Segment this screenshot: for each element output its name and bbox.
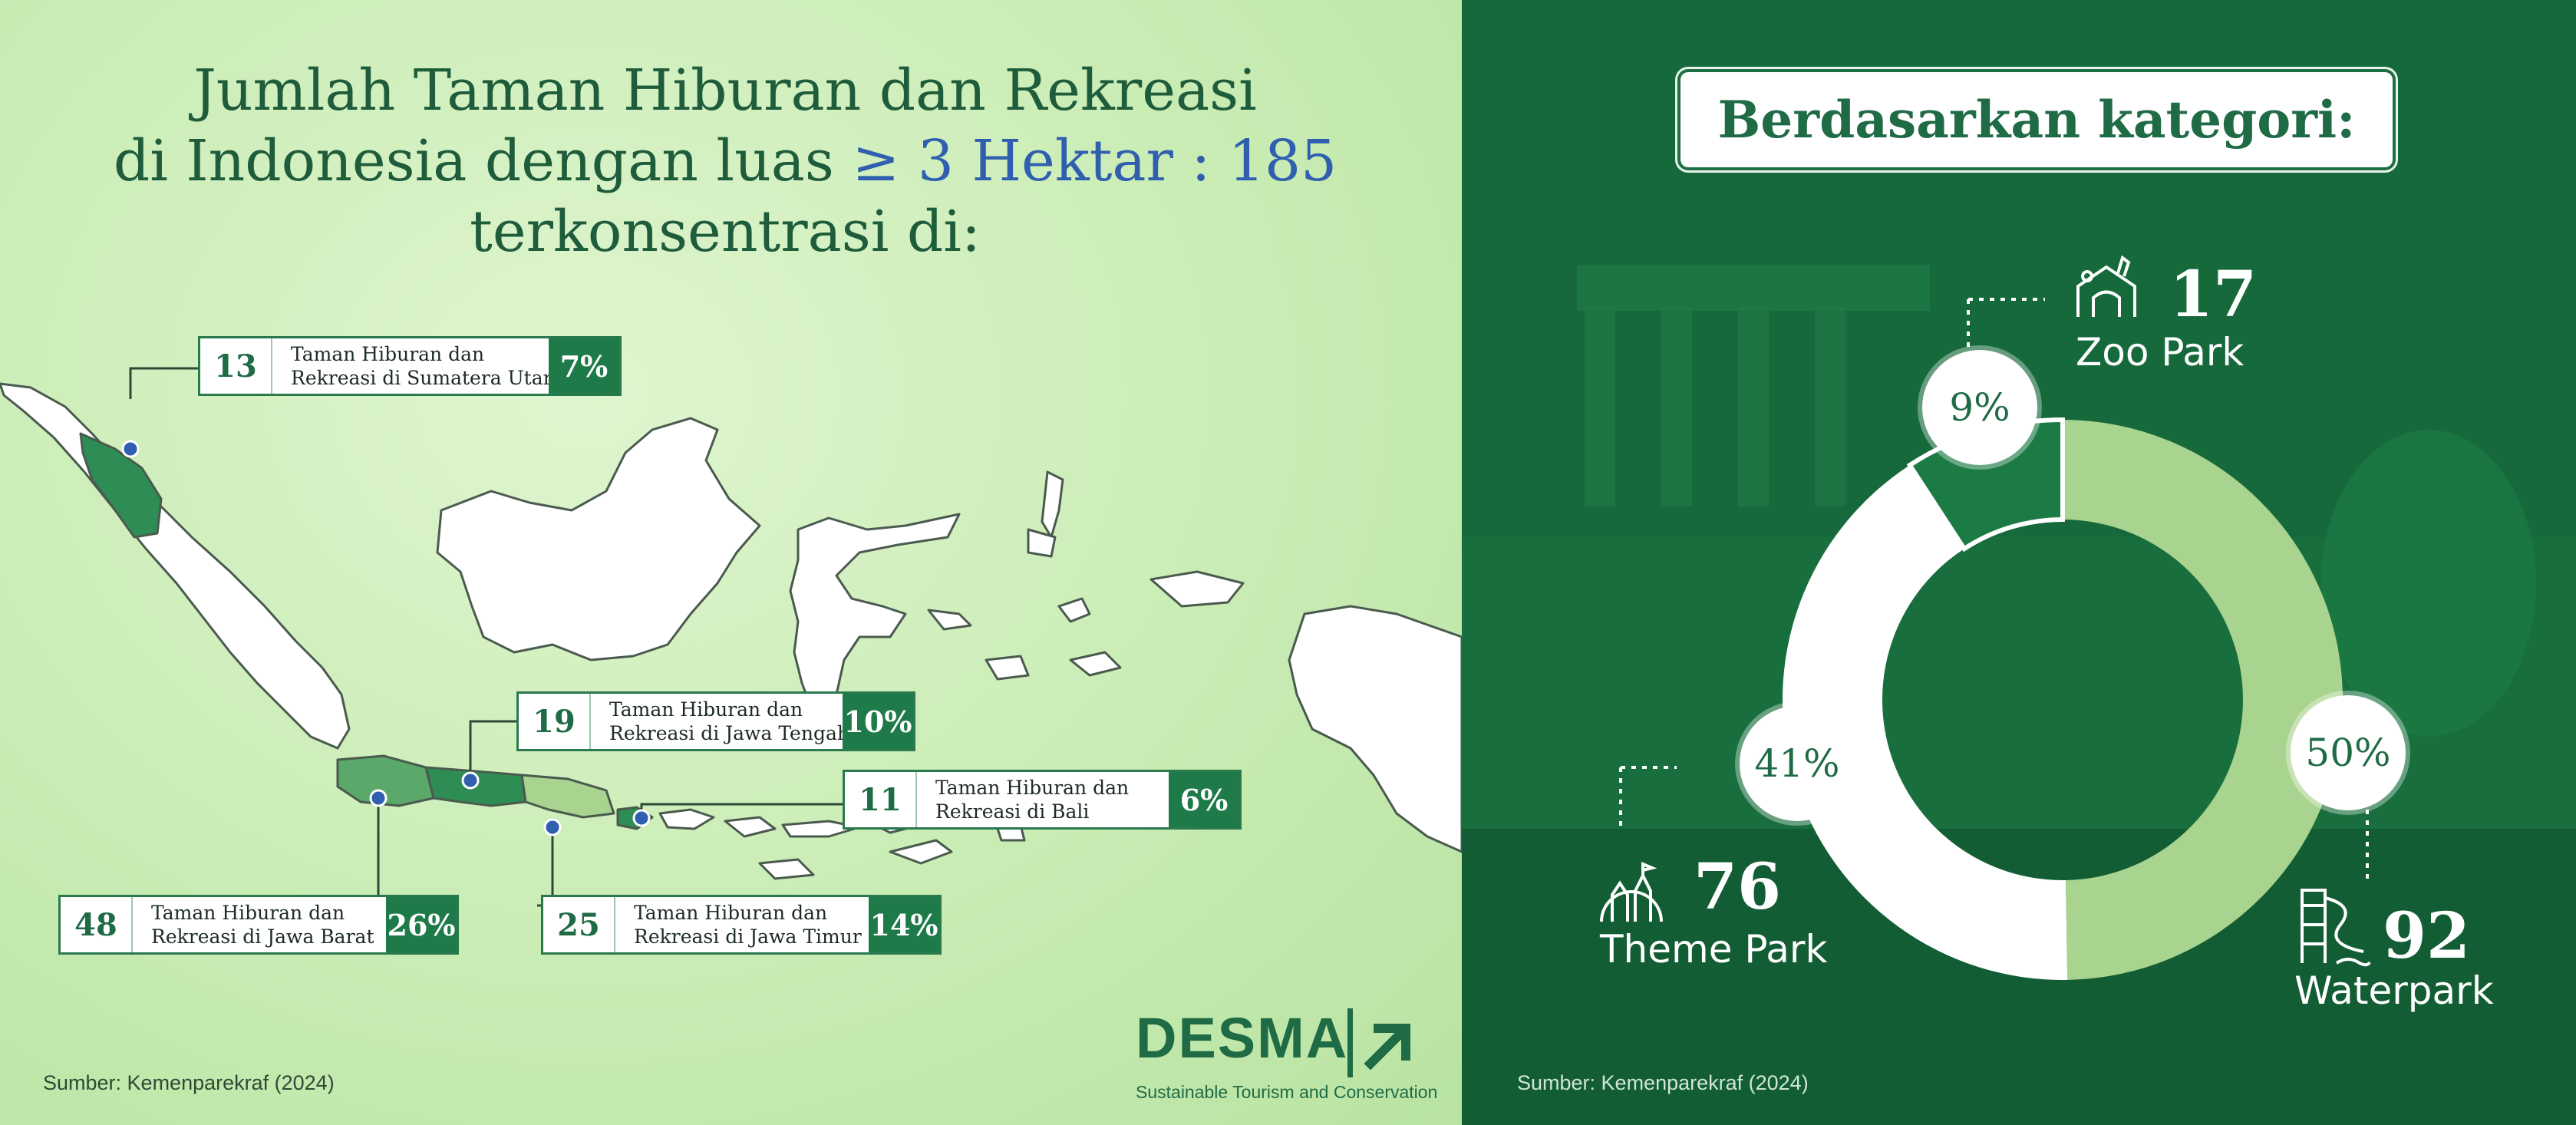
callout-text-line-1: Taman Hiburan dan [634,902,828,924]
callout-count: 11 [845,772,917,827]
logo-wordmark: DESMA [1136,1006,1349,1070]
theme-park-label: Theme Park [1600,927,1828,972]
title-line-2: di Indonesia dengan luas ≥ 3 Hektar : 18… [92,126,1358,196]
callout-text-line-2: Rekreasi di Jawa Tengah [609,722,849,744]
callout-text-line-1: Taman Hiburan dan [935,777,1130,799]
marker-jawa-tengah [461,771,480,790]
indonesia-map [0,367,1462,907]
zoo-icon [2076,255,2136,317]
waterslide-icon [2301,889,2371,967]
callout-text: Taman Hiburan dan Rekreasi di Bali [917,772,1169,827]
callout-text: Taman Hiburan dan Rekreasi di Jawa Timur [615,897,869,952]
callout-bali: 11 Taman Hiburan dan Rekreasi di Bali 6% [843,770,1242,830]
theme-park-percent: 41% [1740,706,1855,821]
callout-percent: 7% [549,338,619,394]
callout-text: Taman Hiburan dan Rekreasi di Sumatera U… [272,338,564,394]
right-panel: Berdasarkan kategori: 17 Zoo Park 76 The… [1462,0,2576,1125]
map-kalimantan [436,417,761,661]
callout-text-line-2: Rekreasi di Jawa Timur [634,925,862,948]
source-note: Sumber: Kemenparekraf (2024) [1517,1071,1809,1094]
callout-text-line-1: Taman Hiburan dan [151,902,345,924]
callout-percent: 26% [386,897,457,952]
left-panel: Jumlah Taman Hiburan dan Rekreasi di Ind… [0,0,1462,1125]
callout-percent: 6% [1169,772,1239,827]
marker-bali [632,809,651,827]
map-java-east [520,774,615,819]
zoo-park-percent: 9% [1922,350,2037,465]
callout-text: Taman Hiburan dan Rekreasi di Jawa Barat [133,897,386,952]
map-north-sumatra [79,432,163,539]
map-papua [1288,605,1462,853]
source-note: Sumber: Kemenparekraf (2024) [43,1071,335,1094]
zoo-park-value: 17 [2169,258,2258,332]
callout-count: 19 [519,694,591,749]
callout-jawa-tengah: 19 Taman Hiburan dan Rekreasi di Jawa Te… [516,691,915,751]
marker-sumatera-utara [121,440,140,458]
callout-text-line-1: Taman Hiburan dan [291,343,485,365]
callout-jawa-barat: 48 Taman Hiburan dan Rekreasi di Jawa Ba… [58,895,459,955]
callout-percent: 10% [843,694,913,749]
theme-park-slice [1783,465,2068,980]
map-sumatra [0,382,351,750]
title-line-3: terkonsentrasi di: [470,199,981,265]
map-java-west [336,754,435,807]
title-highlight: ≥ 3 Hektar [852,128,1173,194]
logo-tagline: Sustainable Tourism and Conservation [1136,1082,1438,1102]
waterpark-value: 92 [2383,899,2471,973]
page-title: Jumlah Taman Hiburan dan Rekreasi di Ind… [92,55,1358,267]
map-sulawesi [789,513,961,715]
waterpark-label: Waterpark [2294,968,2494,1013]
callout-percent: 14% [869,897,939,952]
callout-count: 13 [200,338,272,394]
castle-icon [1600,862,1663,922]
callout-jawa-timur: 25 Taman Hiburan dan Rekreasi di Jawa Ti… [541,895,942,955]
zoo-park-label: Zoo Park [2076,330,2245,374]
arrow-up-right-icon [1347,1008,1410,1077]
callout-text-line-2: Rekreasi di Bali [935,800,1090,823]
callout-text-line-2: Rekreasi di Jawa Barat [151,925,374,948]
title-line-2-text: di Indonesia dengan luas [113,128,834,194]
theme-park-value: 76 [1694,850,1782,924]
callout-sumatera-utara: 13 Taman Hiburan dan Rekreasi di Sumater… [198,336,622,396]
callout-text: Taman Hiburan dan Rekreasi di Jawa Tenga… [591,694,849,749]
callout-count: 48 [61,897,133,952]
waterpark-percent: 50% [2291,695,2406,810]
desma-logo: DESMA Sustainable Tourism and Conservati… [1136,1005,1437,1102]
category-heading: Berdasarkan kategori: [1681,72,2393,167]
waterpark-slice [2063,420,2343,980]
callout-text-line-2: Rekreasi di Sumatera Utara [291,367,564,389]
callout-count: 25 [543,897,615,952]
title-separator: : [1173,128,1229,194]
title-total: 185 [1228,128,1337,194]
background-photo [1462,0,2576,1125]
callout-text-line-1: Taman Hiburan dan [609,698,803,721]
marker-jawa-barat [369,789,388,807]
marker-jawa-timur [543,818,562,836]
title-line-1: Jumlah Taman Hiburan dan Rekreasi [193,58,1257,124]
